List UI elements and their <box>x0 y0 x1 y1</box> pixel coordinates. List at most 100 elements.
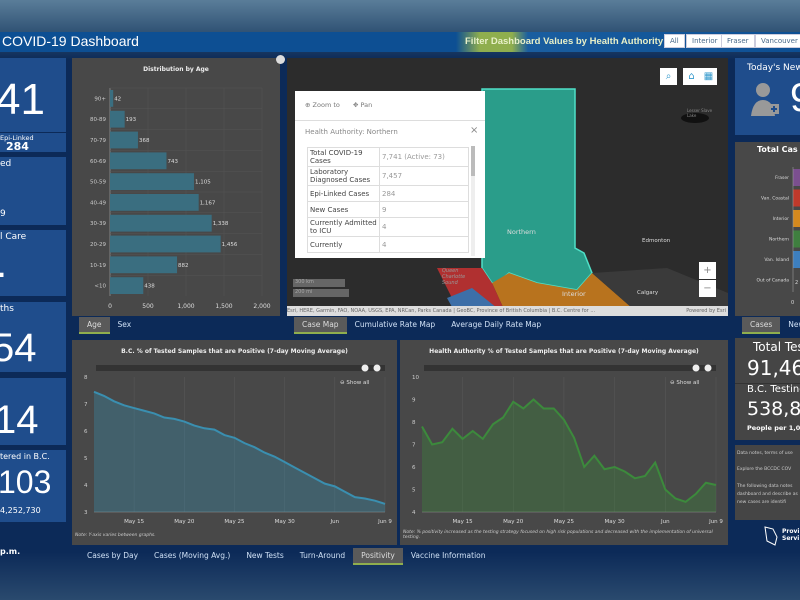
tile-label: B.C. Testing <box>747 384 800 395</box>
age-bar <box>110 214 212 232</box>
area-fill <box>422 399 716 512</box>
area-fill <box>94 391 385 512</box>
zoom-in-button[interactable]: + <box>699 262 716 279</box>
scrollbar-handle <box>373 364 381 372</box>
map-search-button[interactable]: ⌕ <box>660 68 677 85</box>
x-tick-label: 1,500 <box>215 303 232 310</box>
x-tick-label: May 20 <box>174 519 195 525</box>
filter-interior-button[interactable]: Interior <box>686 34 724 48</box>
show-all-button[interactable]: ⊖ Show all <box>340 380 369 386</box>
zoom-to-label: Zoom to <box>312 101 340 109</box>
tab-new[interactable]: New <box>788 320 800 329</box>
chart-title: Distribution by Age <box>143 66 209 73</box>
tile-value: 14 <box>0 398 39 442</box>
data-notes-link[interactable]: Data notes, terms of use <box>737 451 793 456</box>
region-interior[interactable] <box>492 273 647 316</box>
tab-case-map[interactable]: Case Map <box>294 317 347 334</box>
tab-cases-by-day[interactable]: Cases by Day <box>87 551 139 560</box>
explore-link[interactable]: Explore the BCCDC COV <box>737 467 792 472</box>
zoom-out-button[interactable]: − <box>699 280 716 297</box>
x-tick-label: Jun <box>660 519 670 525</box>
bar-value-label: 2 <box>795 280 798 286</box>
tile-critical-care: l Care . <box>0 230 66 296</box>
y-tick-label: 30-39 <box>90 221 106 227</box>
popup-zoom-to[interactable]: ⊕ Zoom to <box>305 101 340 109</box>
tab-age[interactable]: Age <box>79 317 110 334</box>
age-bar <box>110 152 167 170</box>
show-all-label: Show all <box>346 380 370 386</box>
scrollbar-thumb[interactable] <box>471 146 475 176</box>
popup-field: Total COVID-19 Cases <box>307 147 380 167</box>
y-tick-label: Van. Coastal <box>761 196 789 202</box>
y-tick-label: 80-89 <box>90 117 106 123</box>
tile-sub-value: 284 <box>6 140 29 152</box>
tab-cumulative-rate-map[interactable]: Cumulative Rate Map <box>354 320 436 329</box>
bar-value-label: 193 <box>126 117 137 123</box>
filter-all-button[interactable]: All <box>664 34 685 48</box>
tile-label: Total Tes <box>753 340 800 354</box>
x-tick-label: May 15 <box>452 519 473 525</box>
filter-label: Filter Dashboard Values by Health Author… <box>465 36 667 47</box>
tab-cases-moving-avg-[interactable]: Cases (Moving Avg.) <box>154 551 231 560</box>
tab-average-daily-rate-map[interactable]: Average Daily Rate Map <box>451 320 542 329</box>
x-tick-label: Jun <box>330 519 340 525</box>
filter-vancouver-coastal-button[interactable]: Vancouver C <box>755 34 800 48</box>
filter-fraser-button[interactable]: Fraser <box>721 34 755 48</box>
popup-field: Currently <box>307 236 380 253</box>
tile-sub-label: People per 1,00 <box>747 424 800 432</box>
bar-value-label: 882 <box>178 263 189 269</box>
region-northern[interactable] <box>481 88 593 291</box>
tab-turn-around[interactable]: Turn-Around <box>299 551 346 560</box>
map-label-lake: Lesser Slave Lake <box>687 108 713 118</box>
chart-title: Health Authority % of Tested Samples tha… <box>429 348 699 355</box>
expand-icon[interactable] <box>276 55 285 64</box>
scrollbar-handle <box>361 364 369 372</box>
y-tick-label: 20-29 <box>90 242 106 248</box>
y-tick-label: 10-19 <box>90 263 106 269</box>
y-tick-label: 5 <box>84 456 88 462</box>
add-user-icon <box>751 83 779 116</box>
x-tick-label: 500 <box>142 303 154 310</box>
todays-new-cases-tile: Today's New C 9 <box>735 58 800 135</box>
scale-bar-mi: 200 mi <box>293 289 349 297</box>
tile-label: ed <box>0 159 12 169</box>
y-tick-label: 6 <box>412 465 416 471</box>
y-tick-label: Out of Canada <box>757 278 790 284</box>
tab-new-tests[interactable]: New Tests <box>246 551 284 560</box>
tile-sub-value: 4,252,730 <box>0 506 41 515</box>
scrollbar-track <box>96 365 385 371</box>
tab-sex[interactable]: Sex <box>117 320 132 329</box>
tile-sub-label: Epi-Linked <box>0 134 34 142</box>
x-tick-label: Jun 9 <box>708 519 723 525</box>
map-tabs: Case Map Cumulative Rate Map Average Dai… <box>294 317 549 334</box>
basemap-gallery-button[interactable]: ▦ <box>700 68 717 85</box>
age-bar <box>110 110 125 128</box>
scale-bar-km: 300 km <box>293 279 345 287</box>
case-map[interactable]: Northern Interior Edmonton Calgary Queen… <box>287 58 728 316</box>
zoom-out-icon: ⊖ <box>670 380 675 386</box>
tab-positivity[interactable]: Positivity <box>353 548 403 565</box>
show-all-button[interactable]: ⊖ Show all <box>670 380 699 386</box>
tab-vaccine-information[interactable]: Vaccine Information <box>410 551 486 560</box>
scrollbar-handle <box>692 364 700 372</box>
popup-pan[interactable]: ✥ Pan <box>353 101 372 109</box>
popup-row: Currently 4 <box>307 236 469 253</box>
header-bar <box>0 32 800 52</box>
pan-label: Pan <box>360 101 373 109</box>
age-bar <box>110 194 199 211</box>
x-tick-label: Jun 9 <box>377 519 392 525</box>
map-home-button[interactable]: ⌂ <box>683 68 700 85</box>
ha-positivity-chart: 4 5 6 7 8 9 10 May 15 May 20 May 25 May 30 Jun Jun 9 <box>412 364 723 525</box>
update-time: p.m. <box>0 547 21 556</box>
bar-value-label: 743 <box>167 159 178 165</box>
stacked-bar-northern <box>793 230 800 248</box>
popup-title: Health Authority: Northern <box>305 128 398 136</box>
bottom-tabs: Cases by Day Cases (Moving Avg.) New Tests… <box>79 548 494 565</box>
tile-value: 91,46 <box>747 356 800 380</box>
bc-positivity-panel: B.C. % of Tested Samples that are Positi… <box>72 340 397 545</box>
popup-scrollbar[interactable] <box>471 146 475 256</box>
popup-close-icon[interactable]: × <box>470 125 479 136</box>
tab-cases[interactable]: Cases <box>742 317 781 334</box>
stacked-bar-van-coastal <box>793 189 800 207</box>
powered-by-esri[interactable]: Powered by Esri <box>686 308 726 314</box>
